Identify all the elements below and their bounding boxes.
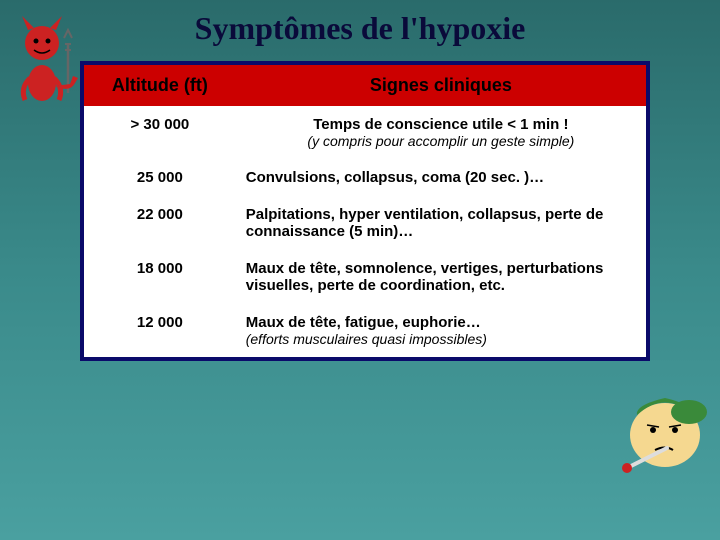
table-header-row: Altitude (ft) Signes cliniques [84,65,646,106]
cell-signs: Maux de tête, fatigue, euphorie… (effort… [236,304,646,357]
signs-sub: (y compris pour accomplir un geste simpl… [246,133,636,149]
symptoms-table: Altitude (ft) Signes cliniques > 30 000 … [84,65,646,357]
table-row: 18 000 Maux de tête, somnolence, vertige… [84,250,646,304]
table-row: > 30 000 Temps de conscience utile < 1 m… [84,106,646,159]
table-row: 12 000 Maux de tête, fatigue, euphorie… … [84,304,646,357]
cell-altitude: 18 000 [84,250,236,304]
cell-altitude: 12 000 [84,304,236,357]
signs-sub: (efforts musculaires quasi impossibles) [246,331,636,347]
devil-illustration [10,8,85,103]
cell-altitude: 22 000 [84,196,236,250]
signs-main: Maux de tête, fatigue, euphorie… [246,314,481,331]
table-row: 22 000 Palpitations, hyper ventilation, … [84,196,646,250]
symptoms-table-container: Altitude (ft) Signes cliniques > 30 000 … [80,61,650,361]
table-row: 25 000 Convulsions, collapsus, coma (20 … [84,159,646,196]
header-altitude: Altitude (ft) [84,65,236,106]
cell-altitude: 25 000 [84,159,236,196]
cell-signs: Temps de conscience utile < 1 min ! (y c… [236,106,646,159]
cell-signs: Convulsions, collapsus, coma (20 sec. )… [236,159,646,196]
cell-signs: Maux de tête, somnolence, vertiges, pert… [236,250,646,304]
slide-title: Symptômes de l'hypoxie [0,0,720,61]
signs-main: Temps de conscience utile < 1 min ! [313,116,568,133]
sick-face-illustration [617,380,712,480]
cell-altitude: > 30 000 [84,106,236,159]
cell-signs: Palpitations, hyper ventilation, collaps… [236,196,646,250]
header-signs: Signes cliniques [236,65,646,106]
